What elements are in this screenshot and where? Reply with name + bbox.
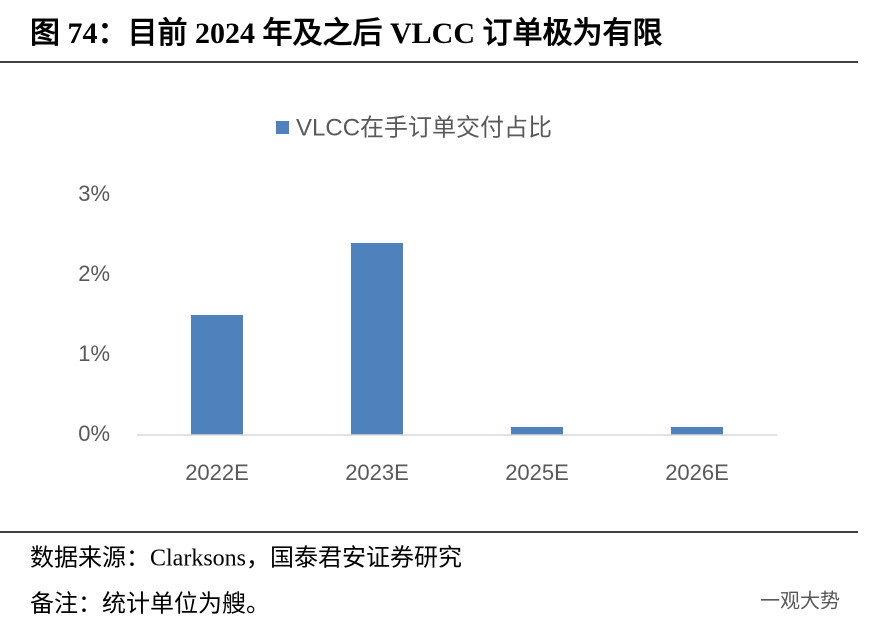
figure-title: 图 74：目前 2024 年及之后 VLCC 订单极为有限 [30, 16, 663, 50]
y-tick-label: 2% [78, 261, 110, 286]
y-tick-label: 0% [78, 421, 110, 446]
note: 备注：统计单位为艘。 [30, 591, 270, 618]
x-tick-label: 2022E [185, 460, 249, 485]
bar [511, 427, 563, 435]
x-tick-label: 2025E [505, 460, 569, 485]
legend-label: VLCC在手订单交付占比 [296, 114, 552, 141]
legend-swatch [276, 121, 289, 134]
source: 数据来源：Clarksons，国泰君安证券研究 [30, 545, 462, 572]
y-tick-label: 3% [78, 181, 110, 206]
x-tick-label: 2023E [345, 460, 409, 485]
bar [191, 315, 243, 435]
y-tick-label: 1% [78, 341, 110, 366]
bar [351, 243, 403, 435]
watermark: 一观大势 [760, 589, 840, 612]
x-tick-label: 2026E [665, 460, 729, 485]
bar [671, 427, 723, 435]
